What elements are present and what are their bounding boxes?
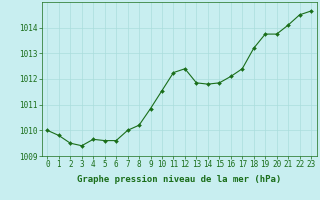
X-axis label: Graphe pression niveau de la mer (hPa): Graphe pression niveau de la mer (hPa) <box>77 175 281 184</box>
